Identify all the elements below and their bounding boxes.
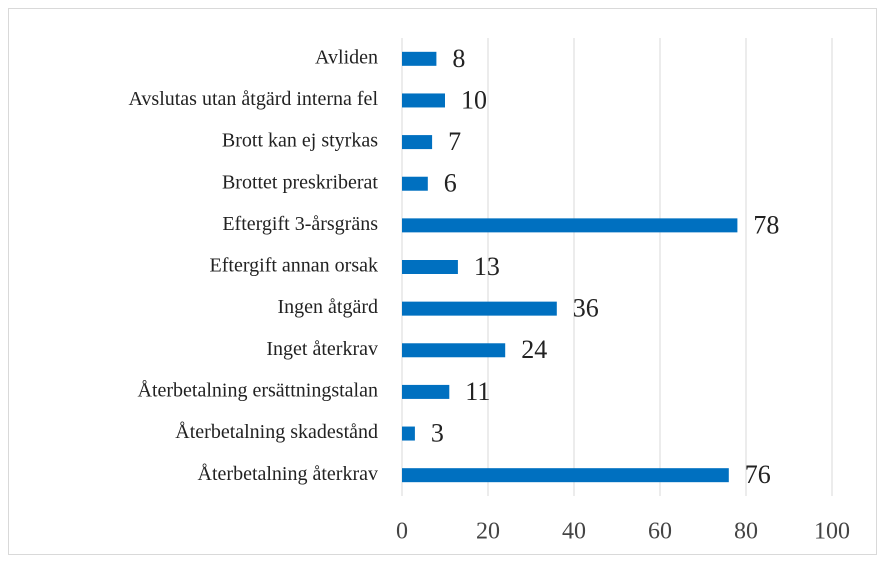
y-tick-label: Eftergift annan orsak: [210, 255, 378, 277]
value-label: 10: [461, 85, 487, 114]
x-tick-label: 80: [734, 519, 758, 545]
value-label: 36: [573, 294, 599, 323]
y-tick-label: Återbetalning ersättningstalan: [138, 380, 378, 402]
bar: [402, 426, 415, 441]
bar: [402, 218, 738, 233]
x-tick-label: 60: [648, 519, 672, 545]
bar: [402, 468, 729, 483]
bar: [402, 176, 428, 191]
bar: [402, 260, 458, 274]
bar: [402, 135, 433, 150]
value-label: 6: [444, 169, 457, 198]
y-tick-label: Brott kan ej styrkas: [222, 130, 378, 152]
y-tick-label: Inget återkrav: [266, 338, 378, 360]
y-tick-label: Återbetalning skadestånd: [175, 421, 378, 443]
value-label: 24: [521, 335, 547, 364]
value-label: 7: [448, 127, 461, 156]
bar: [402, 301, 557, 316]
bar: [402, 384, 450, 399]
y-tick-label: Återbetalning återkrav: [198, 463, 378, 485]
x-tick-label: 0: [396, 519, 408, 545]
y-tick-label: Avslutas utan åtgärd interna fel: [128, 88, 378, 110]
value-label: 3: [431, 419, 444, 448]
value-label: 78: [753, 210, 779, 239]
value-label: 11: [465, 377, 490, 406]
bar: [402, 51, 437, 66]
x-tick-label: 20: [476, 519, 500, 545]
value-label: 13: [474, 252, 500, 281]
chart-frame: [8, 8, 877, 555]
y-tick-label: Brottet preskriberat: [222, 171, 378, 193]
y-tick-label: Eftergift 3-årsgräns: [222, 213, 378, 235]
bar: [402, 343, 506, 358]
y-tick-label: Avliden: [315, 46, 378, 68]
value-label: 8: [452, 44, 465, 73]
value-label: 76: [745, 460, 771, 489]
y-tick-label: Ingen åtgärd: [277, 296, 378, 318]
bar: [402, 93, 445, 108]
x-tick-label: 40: [562, 519, 586, 545]
x-tick-label: 100: [814, 519, 850, 545]
